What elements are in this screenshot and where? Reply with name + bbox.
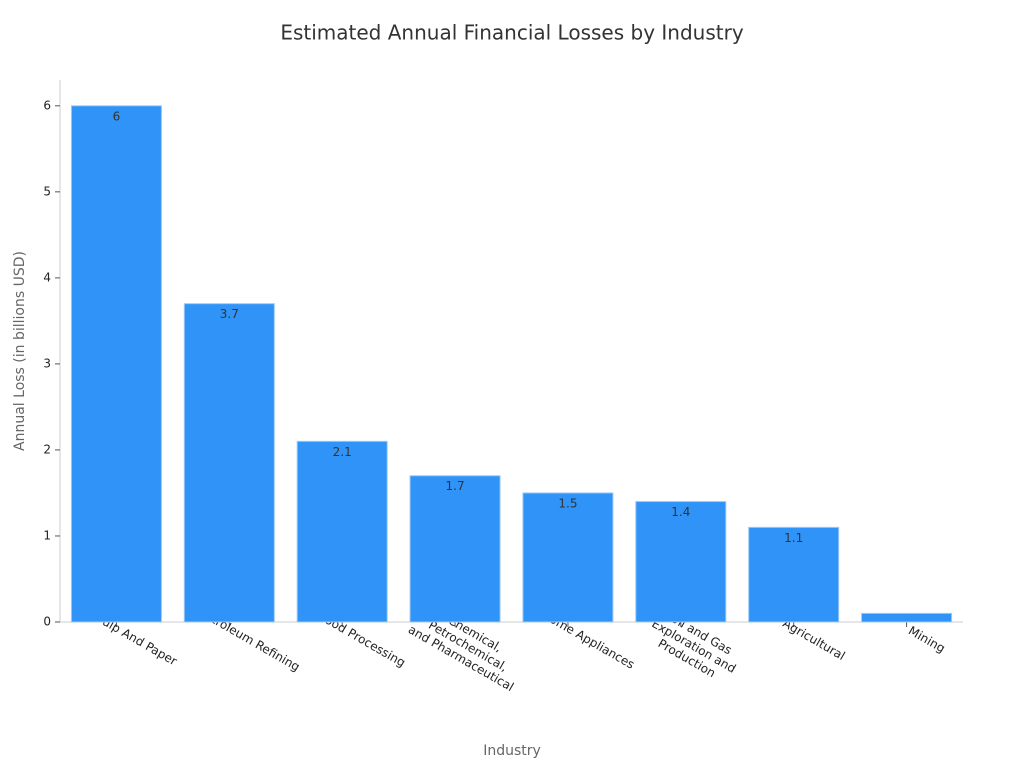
data-label: 1.7 — [446, 479, 465, 493]
data-label: 1.4 — [671, 505, 690, 519]
y-tick-label: 4 — [43, 270, 51, 284]
bar — [70, 105, 162, 623]
bar — [296, 440, 388, 623]
chart-title: Estimated Annual Financial Losses by Ind… — [280, 21, 743, 45]
y-tick-label: 5 — [43, 184, 51, 198]
y-axis-label: Annual Loss (in billions USD) — [12, 251, 28, 451]
bar — [522, 492, 614, 623]
bar — [183, 303, 275, 623]
bar — [861, 612, 953, 623]
y-tick-label: 6 — [43, 98, 51, 112]
y-tick-label: 1 — [43, 528, 51, 542]
x-tick-label: Mining — [906, 624, 948, 656]
bar — [409, 475, 501, 623]
y-tick-label: 2 — [43, 442, 51, 456]
y-tick-label: 0 — [43, 615, 51, 629]
data-label: 2.1 — [333, 445, 352, 459]
data-label: 6 — [113, 109, 121, 123]
data-label: 1.5 — [558, 496, 577, 510]
x-axis-label: Industry — [483, 743, 541, 759]
y-tick-label: 3 — [43, 356, 51, 370]
x-tick-label: Agricultural — [780, 616, 847, 663]
data-label: 3.7 — [220, 307, 239, 321]
data-label: 1.1 — [784, 531, 803, 545]
bar — [748, 526, 840, 623]
bar — [635, 501, 727, 623]
